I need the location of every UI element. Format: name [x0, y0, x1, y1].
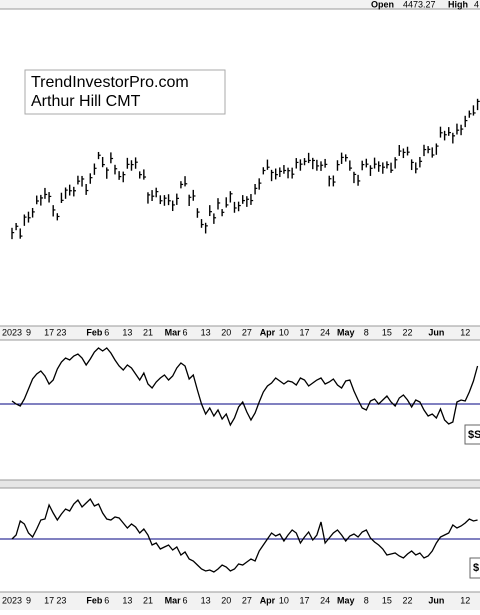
x-tick-label: 10	[279, 327, 289, 337]
x-tick-label: 10	[279, 595, 289, 605]
panel-label: $	[473, 562, 479, 574]
x-tick-label: 20	[221, 595, 231, 605]
x-tick-label: 27	[242, 327, 252, 337]
x-tick-label: 24	[320, 327, 330, 337]
header-strip	[0, 0, 480, 9]
x-tick-label: 17	[300, 327, 310, 337]
watermark: TrendInvestorPro.com	[31, 74, 189, 91]
x-tick-label: 17	[44, 595, 54, 605]
x-tick-label: 6	[104, 327, 109, 337]
x-tick-label: 12	[460, 327, 470, 337]
x-tick-label: 22	[403, 595, 413, 605]
x-tick-label: 6	[183, 327, 188, 337]
x-tick-label: 13	[122, 595, 132, 605]
watermark-box	[24, 69, 226, 115]
x-tick-label: 21	[143, 595, 153, 605]
header-label: Open	[371, 0, 394, 9]
panel-label-box	[464, 424, 480, 445]
x-tick-label: 8	[364, 327, 369, 337]
x-tick-label: 22	[403, 327, 413, 337]
x-tick-label: 21	[143, 327, 153, 337]
x-tick-label: Jun	[428, 595, 444, 605]
x-tick-label: 24	[320, 595, 330, 605]
x-tick-label: 2023	[2, 327, 22, 337]
x-tick-label: 13	[122, 327, 132, 337]
panel-label: $S	[468, 429, 480, 441]
x-tick-label: 17	[300, 595, 310, 605]
x-axis-band	[0, 592, 480, 610]
x-tick-label: Feb	[86, 595, 103, 605]
x-tick-label: 23	[56, 327, 66, 337]
x-tick-label: 6	[183, 595, 188, 605]
indicator-line	[11, 347, 479, 427]
watermark: Arthur Hill CMT	[31, 93, 141, 110]
x-tick-label: May	[337, 327, 355, 337]
x-tick-label: 9	[26, 595, 31, 605]
x-tick-label: 17	[44, 327, 54, 337]
x-tick-label: May	[337, 595, 355, 605]
x-tick-label: 15	[382, 327, 392, 337]
x-tick-label: 12	[460, 595, 470, 605]
x-tick-label: 20	[221, 327, 231, 337]
header-label: High	[448, 0, 468, 9]
x-tick-label: Mar	[165, 595, 182, 605]
x-tick-label: Apr	[260, 327, 276, 337]
panel-gap	[0, 480, 480, 488]
x-tick-label: 15	[382, 595, 392, 605]
x-tick-label: 8	[364, 595, 369, 605]
panel-label-box	[469, 557, 480, 579]
header-value: 4473.27	[403, 0, 436, 9]
x-tick-label: 23	[56, 595, 66, 605]
header-value: 4	[474, 0, 479, 9]
x-tick-label: 13	[201, 595, 211, 605]
x-tick-label: 2023	[2, 595, 22, 605]
x-tick-label: Mar	[165, 327, 182, 337]
x-tick-label: Apr	[260, 595, 276, 605]
x-tick-label: 9	[26, 327, 31, 337]
x-axis-band	[0, 326, 480, 340]
x-tick-label: Jun	[428, 327, 444, 337]
x-tick-label: 27	[242, 595, 252, 605]
x-tick-label: 13	[201, 327, 211, 337]
x-tick-label: Feb	[86, 327, 103, 337]
x-tick-label: 6	[104, 595, 109, 605]
indicator-line	[11, 497, 478, 573]
